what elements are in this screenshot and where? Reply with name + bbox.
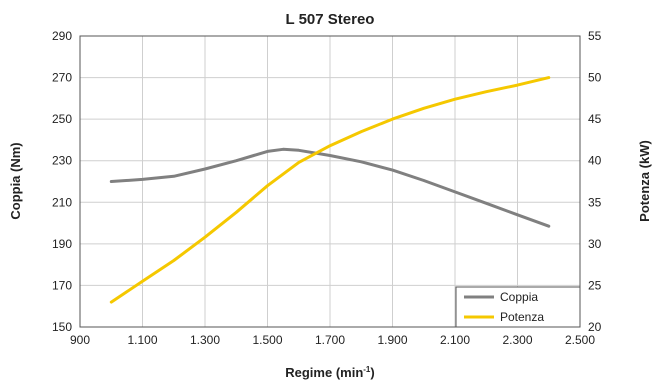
series-line-potenza: [109, 76, 551, 304]
y-right-tick-label: 40: [588, 154, 602, 168]
x-axis-title-main: Regime (min: [285, 365, 363, 380]
y-right-tick-label: 20: [588, 320, 602, 334]
x-axis-ticks: 900 1.100 1.300 1.500 1.700 1.900 2.100 2.300 2.…: [70, 333, 595, 347]
y-left-tick-label: 210: [52, 195, 72, 209]
y-left-axis-ticks: 150 170 190 210 230 250 270 290: [52, 29, 72, 334]
x-tick-label: 2.300: [502, 333, 532, 347]
x-axis-title-sup: -1: [363, 365, 371, 374]
x-tick-label: 1.700: [315, 333, 345, 347]
x-tick-label: 2.500: [565, 333, 595, 347]
y-right-tick-label: 35: [588, 195, 602, 209]
y-left-tick-label: 270: [52, 71, 72, 85]
y-left-tick-label: 250: [52, 112, 72, 126]
series-layer: [109, 76, 551, 304]
y-right-tick-label: 25: [588, 278, 602, 292]
legend: Coppia Potenza: [455, 286, 581, 328]
y-right-tick-label: 45: [588, 112, 602, 126]
x-tick-label: 1.100: [127, 333, 157, 347]
y-right-tick-label: 55: [588, 29, 602, 43]
y-left-tick-label: 150: [52, 320, 72, 334]
y-right-axis-title: Potenza (kW): [637, 140, 652, 222]
grid-vertical-lines: [79, 36, 581, 327]
x-tick-label: 2.100: [440, 333, 470, 347]
y-left-axis-title: Coppia (Nm): [8, 142, 23, 219]
chart-title: L 507 Stereo: [286, 11, 375, 28]
y-right-tick-label: 30: [588, 237, 602, 251]
x-tick-label: 1.300: [190, 333, 220, 347]
y-left-tick-label: 290: [52, 29, 72, 43]
x-tick-label: 900: [70, 333, 90, 347]
x-tick-label: 1.500: [252, 333, 282, 347]
x-axis-title-close: ): [370, 365, 374, 380]
y-right-tick-label: 50: [588, 71, 602, 85]
y-right-axis-ticks: 20 25 30 35 40 45 50 55: [588, 29, 602, 334]
legend-box: [455, 286, 581, 328]
legend-label-potenza: Potenza: [500, 310, 544, 324]
legend-label-coppia: Coppia: [500, 290, 538, 304]
x-tick-label: 1.900: [377, 333, 407, 347]
y-left-tick-label: 230: [52, 154, 72, 168]
y-left-tick-label: 170: [52, 278, 72, 292]
x-axis-title: Regime (min-1): [285, 365, 374, 380]
plot-frame: [79, 35, 581, 328]
y-left-tick-label: 190: [52, 237, 72, 251]
